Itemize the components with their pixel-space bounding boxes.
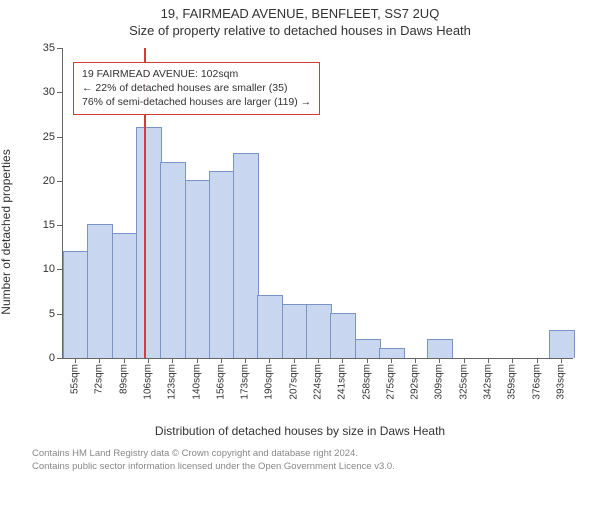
y-tick-label: 30 [43, 86, 55, 98]
x-tick-label: 241sqm [337, 364, 348, 400]
x-tick [148, 358, 149, 363]
x-tick [99, 358, 100, 363]
chart-container: Number of detached properties 0510152025… [20, 42, 580, 422]
x-tick [439, 358, 440, 363]
credits: Contains HM Land Registry data © Crown c… [32, 448, 600, 474]
x-tick [512, 358, 513, 363]
y-tick-label: 0 [49, 352, 55, 364]
annotation-line: ← 22% of detached houses are smaller (35… [82, 81, 311, 95]
x-tick [245, 358, 246, 363]
x-tick [464, 358, 465, 363]
y-tick-label: 20 [43, 175, 55, 187]
annotation-line: 76% of semi-detached houses are larger (… [82, 95, 311, 109]
x-tick-label: 190sqm [264, 364, 275, 400]
histogram-bar [379, 348, 405, 358]
x-tick-label: 292sqm [410, 364, 421, 400]
x-tick-label: 156sqm [215, 364, 226, 400]
histogram-bar [330, 313, 356, 358]
histogram-bar [209, 171, 235, 358]
histogram-bar [549, 330, 575, 358]
x-tick [75, 358, 76, 363]
annotation-line: 19 FAIRMEAD AVENUE: 102sqm [82, 67, 311, 81]
x-tick [269, 358, 270, 363]
y-tick [57, 225, 63, 226]
x-tick-label: 207sqm [288, 364, 299, 400]
histogram-bar [136, 127, 162, 358]
x-tick-label: 325sqm [458, 364, 469, 400]
x-tick-label: 258sqm [361, 364, 372, 400]
histogram-bar [63, 251, 89, 358]
credit-line-1: Contains HM Land Registry data © Crown c… [32, 448, 600, 461]
x-tick [124, 358, 125, 363]
histogram-bar [233, 153, 259, 358]
plot-area: 0510152025303555sqm72sqm89sqm106sqm123sq… [62, 48, 573, 359]
x-tick-label: 309sqm [434, 364, 445, 400]
x-tick-label: 55sqm [70, 364, 81, 394]
y-tick [57, 269, 63, 270]
x-tick-label: 89sqm [118, 364, 129, 394]
x-tick-label: 72sqm [94, 364, 105, 394]
x-tick-label: 376sqm [531, 364, 542, 400]
x-tick [367, 358, 368, 363]
y-tick-label: 10 [43, 263, 55, 275]
histogram-bar [185, 180, 211, 358]
x-tick [342, 358, 343, 363]
x-tick [561, 358, 562, 363]
histogram-bar [282, 304, 308, 358]
chart-title-line2: Size of property relative to detached ho… [0, 23, 600, 38]
y-tick-label: 25 [43, 131, 55, 143]
x-tick [172, 358, 173, 363]
x-tick [221, 358, 222, 363]
x-tick [391, 358, 392, 363]
x-tick [415, 358, 416, 363]
x-tick-label: 173sqm [240, 364, 251, 400]
y-tick-label: 35 [43, 42, 55, 54]
x-tick-label: 224sqm [313, 364, 324, 400]
histogram-bar [306, 304, 332, 358]
y-tick [57, 137, 63, 138]
x-tick-label: 393sqm [555, 364, 566, 400]
x-tick-label: 106sqm [143, 364, 154, 400]
y-tick [57, 358, 63, 359]
x-tick-label: 342sqm [483, 364, 494, 400]
histogram-bar [427, 339, 453, 358]
x-tick [537, 358, 538, 363]
histogram-bar [355, 339, 381, 358]
x-tick [318, 358, 319, 363]
x-tick [488, 358, 489, 363]
histogram-bar [257, 295, 283, 358]
x-tick-label: 140sqm [191, 364, 202, 400]
y-tick-label: 15 [43, 219, 55, 231]
y-tick [57, 48, 63, 49]
x-tick-label: 275sqm [385, 364, 396, 400]
annotation-box: 19 FAIRMEAD AVENUE: 102sqm← 22% of detac… [73, 62, 320, 115]
x-tick-label: 359sqm [507, 364, 518, 400]
y-tick-label: 5 [49, 308, 55, 320]
x-tick-label: 123sqm [167, 364, 178, 400]
y-tick [57, 181, 63, 182]
y-axis-label: Number of detached properties [0, 149, 13, 314]
histogram-bar [87, 224, 113, 358]
x-axis-label: Distribution of detached houses by size … [0, 424, 600, 438]
x-tick [197, 358, 198, 363]
x-tick [294, 358, 295, 363]
y-tick [57, 314, 63, 315]
histogram-bar [112, 233, 138, 358]
chart-title-line1: 19, FAIRMEAD AVENUE, BENFLEET, SS7 2UQ [0, 6, 600, 21]
histogram-bar [160, 162, 186, 358]
credit-line-2: Contains public sector information licen… [32, 461, 600, 474]
y-tick [57, 92, 63, 93]
